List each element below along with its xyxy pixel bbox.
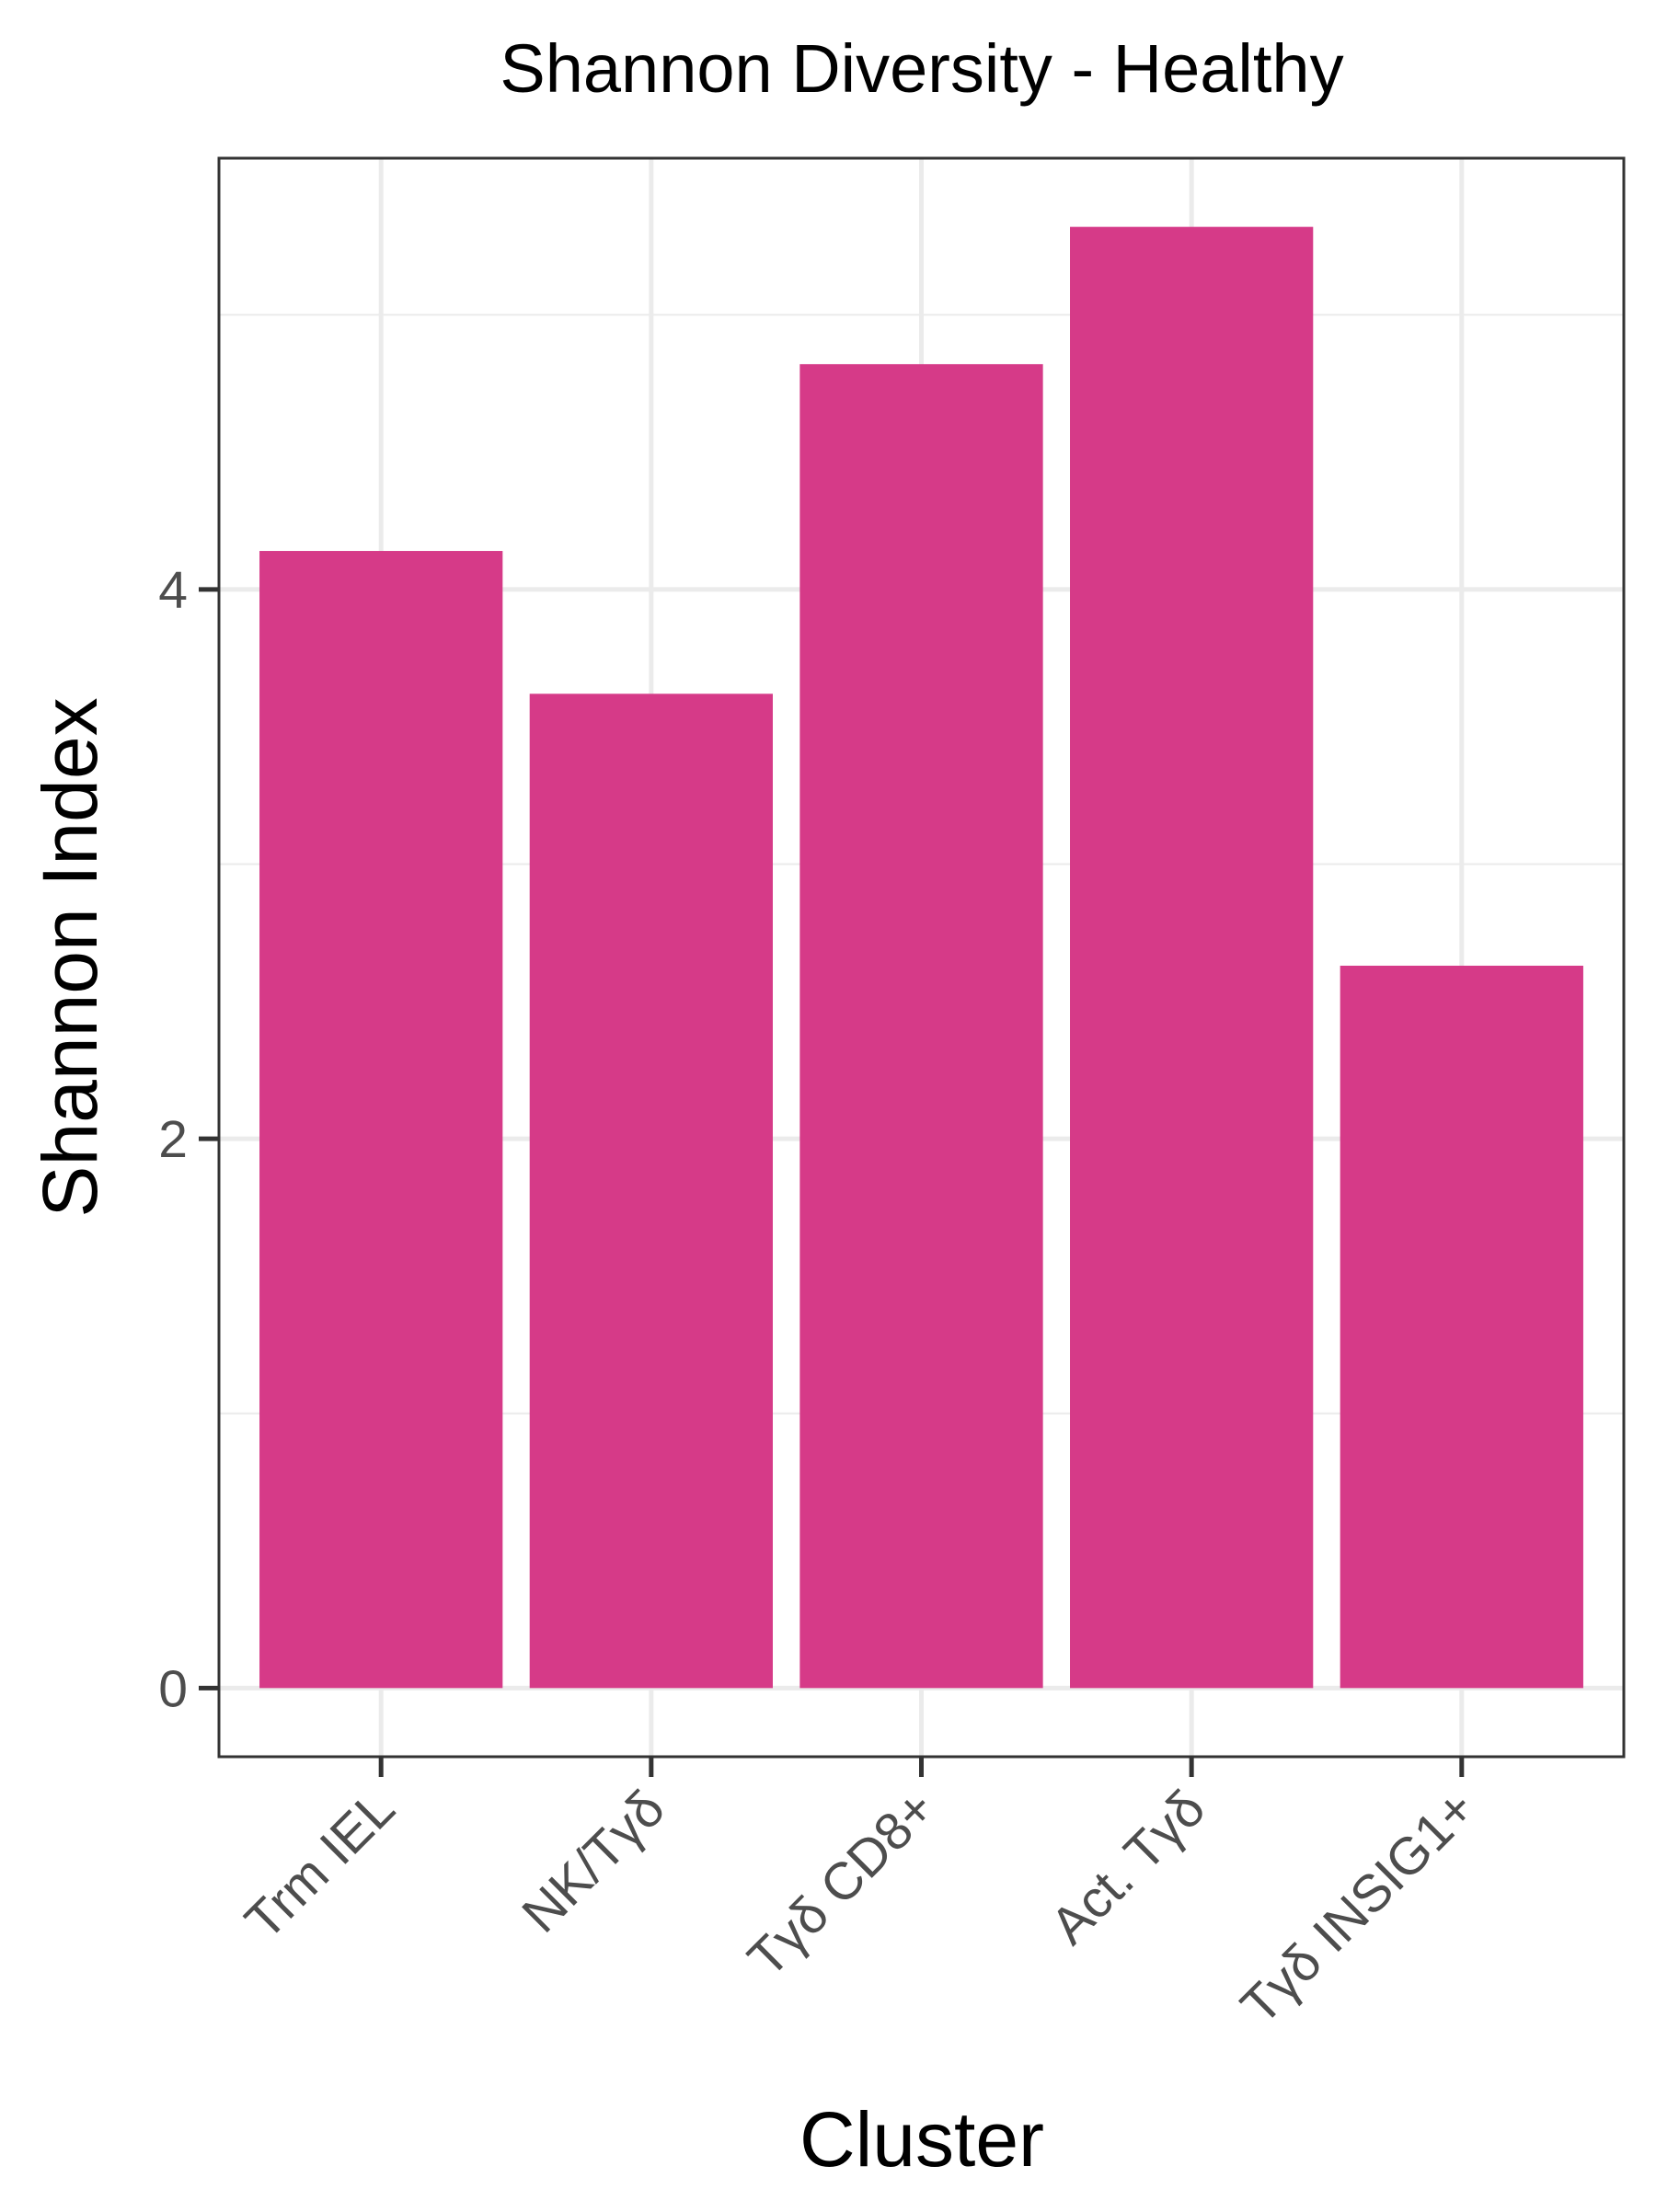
y-axis-title: Shannon Index — [27, 697, 113, 1217]
y-tick-label: 0 — [158, 1659, 188, 1718]
bar-0 — [259, 551, 503, 1689]
bar-1 — [529, 693, 773, 1689]
bar-4 — [1340, 965, 1583, 1689]
x-tick-label: Tγδ CD8+ — [737, 1779, 947, 1989]
x-axis-title: Cluster — [799, 2096, 1044, 2183]
x-tick-label: Tγδ INSIG1+ — [1230, 1779, 1487, 2035]
chart-title: Shannon Diversity - Healthy — [500, 30, 1343, 107]
x-tick-label: Trm IEL — [234, 1779, 406, 1951]
x-tick-label: NK/Tγδ — [511, 1779, 676, 1944]
bars-layer — [259, 226, 1583, 1689]
x-tick-label: Act. Tγδ — [1040, 1779, 1216, 1955]
bar-3 — [1070, 226, 1314, 1689]
y-tick-label: 4 — [158, 561, 188, 620]
y-tick-label: 2 — [158, 1110, 188, 1169]
bar-2 — [799, 363, 1043, 1689]
